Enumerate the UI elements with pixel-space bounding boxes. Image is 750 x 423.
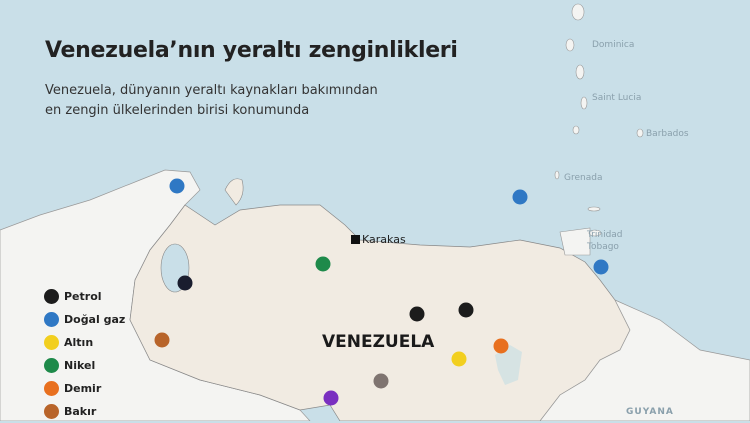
legend-dot-icon xyxy=(44,335,59,350)
label-trinidad: Trinidad xyxy=(587,230,623,240)
marker-petrol xyxy=(409,306,425,322)
marker-petrol xyxy=(177,275,193,291)
capital-label: Karakas xyxy=(362,233,406,246)
country-label: VENEZUELA xyxy=(322,332,435,352)
legend-dot-icon xyxy=(44,289,59,304)
label-tobago: Tobago xyxy=(587,242,619,252)
legend-item-nikel: Nikel xyxy=(44,354,125,377)
subtitle-line-1: Venezuela, dünyanın yeraltı kaynakları b… xyxy=(45,83,378,98)
label-barbados: Barbados xyxy=(646,129,689,139)
label-saint-lucia: Saint Lucia xyxy=(592,93,642,103)
islands xyxy=(554,3,644,237)
label-grenada: Grenada xyxy=(564,173,603,183)
label-dominica: Dominica xyxy=(592,40,635,50)
label-guyana: GUYANA xyxy=(626,407,674,417)
subtitle-line-2: en zengin ülkelerinden birisi konumunda xyxy=(45,103,310,118)
paraguana-peninsula xyxy=(224,178,244,206)
page-title: Venezuela’nın yeraltı zenginlikleri xyxy=(45,38,458,63)
marker-petrol xyxy=(458,302,474,318)
marker-demir xyxy=(493,338,509,354)
trinidad xyxy=(559,227,591,256)
legend-item-demir: Demir xyxy=(44,377,125,400)
legend-item-bakir: Bakır xyxy=(44,400,125,423)
guyana-land xyxy=(539,299,750,421)
legend-dot-icon xyxy=(44,358,59,373)
marker-dogal-gaz xyxy=(169,178,185,194)
capital-marker: Karakas xyxy=(351,233,406,246)
legend-dot-icon xyxy=(44,404,59,419)
legend-item-altin: Altın xyxy=(44,331,125,354)
marker-altin xyxy=(451,351,467,367)
marker-gray xyxy=(373,373,389,389)
marker-dogal-gaz xyxy=(512,189,528,205)
guri-reservoir xyxy=(495,345,522,385)
legend-item-dogal-gaz: Doğal gaz xyxy=(44,308,125,331)
marker-dogal-gaz xyxy=(593,259,609,275)
legend: Petrol Doğal gaz Altın Nikel Demir Bakır xyxy=(44,285,125,423)
legend-dot-icon xyxy=(44,381,59,396)
capital-square-icon xyxy=(351,235,360,244)
legend-item-petrol: Petrol xyxy=(44,285,125,308)
marker-purple xyxy=(323,390,339,406)
marker-bakir xyxy=(154,332,170,348)
marker-nikel xyxy=(315,256,331,272)
legend-dot-icon xyxy=(44,312,59,327)
